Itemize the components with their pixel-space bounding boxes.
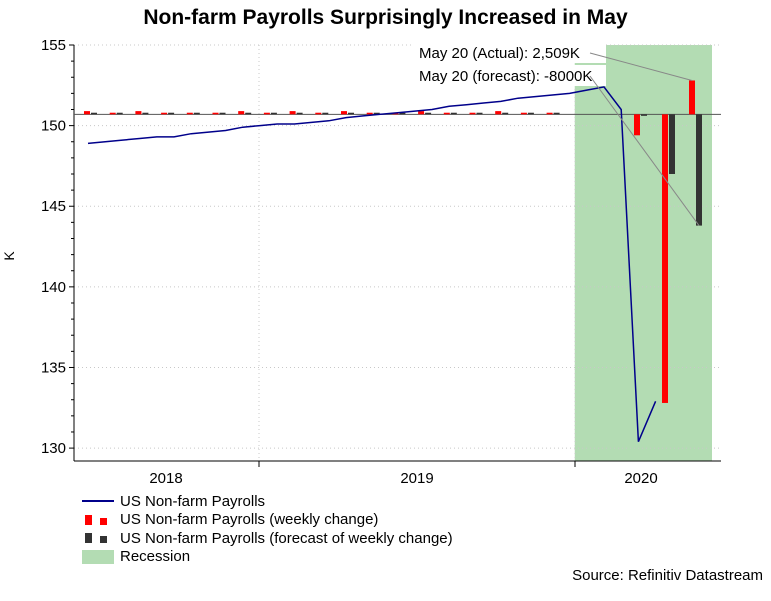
bar-forecast [219, 112, 226, 115]
annotation-bg [414, 42, 606, 63]
y-tick-label: 150 [41, 118, 66, 135]
bar-actual [315, 112, 322, 115]
bar-actual [238, 111, 245, 115]
bar-forecast [373, 112, 380, 115]
bar-forecast [696, 114, 702, 226]
bar-forecast [399, 112, 406, 115]
bar-actual [634, 114, 640, 136]
legend-swatch-line [82, 494, 114, 508]
bar-actual [689, 80, 695, 115]
y-tick-label: 145 [41, 198, 66, 215]
bar-forecast [641, 114, 647, 116]
bar-actual [161, 112, 168, 115]
bar-forecast [669, 114, 675, 174]
bar-forecast [168, 112, 175, 115]
legend-label-forecast: US Non-farm Payrolls (forecast of weekly… [120, 529, 453, 547]
legend: US Non-farm Payrolls US Non-farm Payroll… [82, 492, 453, 566]
bar-forecast [502, 112, 509, 115]
bar-actual [263, 112, 270, 115]
x-tick-label: 2020 [624, 470, 657, 487]
annotation-leader [589, 52, 693, 81]
bar-actual [469, 112, 476, 115]
bar-actual [186, 112, 193, 115]
legend-swatch-forecast [82, 531, 114, 545]
source-note: Source: Refinitiv Datastream [572, 567, 763, 584]
legend-item-forecast: US Non-farm Payrolls (forecast of weekly… [82, 529, 453, 548]
chart-title: Non-farm Payrolls Surprisingly Increased… [143, 6, 628, 29]
bar-actual [84, 111, 90, 115]
bar-forecast [425, 112, 432, 115]
bar-forecast [91, 112, 97, 115]
legend-label-line: US Non-farm Payrolls [120, 492, 266, 510]
bar-actual [546, 112, 553, 115]
bar-forecast [553, 112, 560, 115]
y-tick-label: 140 [41, 279, 66, 296]
bar-forecast [527, 112, 534, 115]
legend-swatch-recession [82, 549, 114, 564]
annotation-bg [414, 65, 606, 86]
annotation-text: May 20 (forecast): -8000K [419, 68, 592, 85]
y-tick-label: 135 [41, 359, 66, 376]
annotation-leader [589, 75, 700, 226]
y-tick-label: 155 [41, 37, 66, 54]
legend-label-recession: Recession [120, 548, 191, 566]
bar-forecast [193, 112, 200, 115]
x-tick-label: 2019 [400, 470, 433, 487]
bar-forecast [142, 112, 149, 115]
series-line [87, 86, 657, 442]
bar-forecast [116, 112, 123, 115]
bar-forecast [322, 112, 329, 115]
legend-label-actual: US Non-farm Payrolls (weekly change) [120, 511, 379, 529]
bar-actual [495, 111, 502, 115]
bar-actual [418, 111, 425, 115]
x-tick-label: 2018 [149, 470, 182, 487]
legend-item-recession: Recession [82, 548, 453, 567]
bar-forecast [450, 112, 457, 115]
bar-actual [662, 114, 668, 403]
legend-item-line: US Non-farm Payrolls [82, 492, 453, 511]
y-axis-label: K [1, 251, 17, 261]
bar-forecast [245, 112, 252, 115]
y-tick-label: 130 [41, 440, 66, 457]
annotation-text: May 20 (Actual): 2,509K [419, 45, 580, 62]
bar-actual [341, 111, 347, 115]
legend-item-actual: US Non-farm Payrolls (weekly change) [82, 511, 453, 530]
bar-forecast [296, 112, 303, 115]
bar-actual [135, 111, 142, 115]
bar-actual [212, 112, 219, 115]
bar-forecast [348, 112, 354, 115]
legend-swatch-actual [82, 513, 114, 527]
bar-actual [443, 112, 450, 115]
bar-actual [366, 112, 373, 115]
bar-forecast [476, 112, 483, 115]
bar-actual [520, 112, 527, 115]
bar-forecast [270, 112, 277, 115]
bar-actual [109, 112, 116, 115]
bar-actual [289, 111, 296, 115]
